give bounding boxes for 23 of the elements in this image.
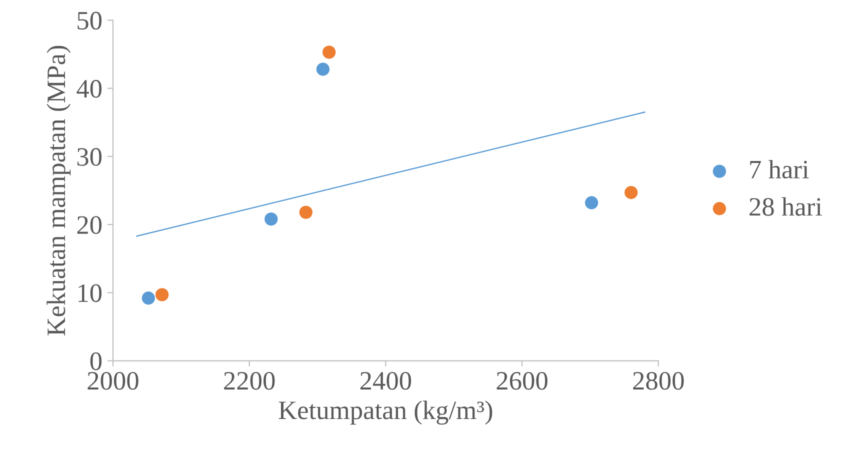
y-tick-label: 40 [76, 80, 102, 98]
point [155, 288, 169, 302]
legend-label: 7 hari [750, 160, 809, 179]
x-tick-label: 2000 [88, 372, 138, 390]
point [264, 212, 278, 226]
x-axis-title: Ketumpatan (kg/m³) [278, 400, 492, 425]
point [142, 292, 155, 305]
point [316, 62, 330, 76]
y-axis-title: Kekuatan mampatan (MPa) [46, 46, 71, 336]
y-tick-label: 20 [77, 216, 102, 234]
y-tick-label: 0 [90, 352, 102, 370]
point [299, 206, 312, 219]
point [322, 46, 336, 59]
legend-label: 28 hari [750, 197, 822, 216]
point [584, 196, 598, 210]
x-tick-label: 2600 [496, 372, 548, 390]
y-tick-label: 30 [77, 148, 102, 166]
x-tick-label: 2200 [224, 372, 275, 390]
point [624, 186, 638, 200]
x-tick-label: 2800 [633, 372, 684, 390]
y-tick-label: 50 [78, 12, 102, 30]
x-tick-label: 2400 [360, 372, 412, 390]
y-tick-label: 10 [78, 284, 102, 302]
